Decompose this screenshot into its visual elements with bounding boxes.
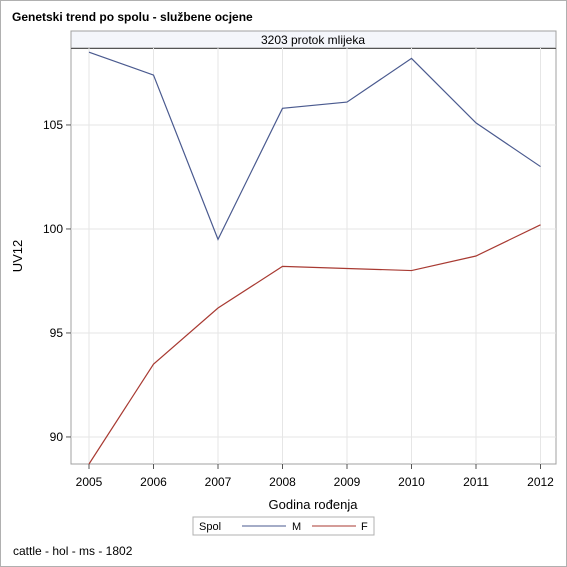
x-tick-label: 2010 — [398, 475, 425, 489]
legend-label-f: F — [361, 521, 368, 533]
y-tick-label: 90 — [50, 430, 64, 444]
x-tick-label: 2006 — [140, 475, 167, 489]
series-line-m — [88, 51, 541, 241]
y-axis-label: UV12 — [10, 240, 25, 273]
x-tick-label: 2011 — [463, 475, 489, 489]
y-tick-label: 105 — [43, 118, 63, 132]
chart-title: Genetski trend po spolu - službene ocjen… — [12, 10, 253, 24]
x-tick-label: 2007 — [205, 475, 232, 489]
x-tick-label: 2009 — [334, 475, 361, 489]
y-axis-ticks: 90 95 100 105 — [43, 118, 71, 444]
plot-area — [70, 47, 557, 465]
legend-title: Spol — [199, 521, 221, 533]
x-axis-ticks: 2005 2006 2007 2008 2009 2010 2011 2012 — [76, 464, 554, 489]
x-axis-label: Godina rođenja — [269, 497, 359, 512]
grid-lines — [71, 48, 556, 464]
x-tick-label: 2008 — [269, 475, 296, 489]
series-lines — [88, 51, 541, 465]
y-tick-label: 100 — [43, 222, 63, 236]
series-line-f — [88, 224, 541, 465]
legend-label-m: M — [292, 521, 301, 533]
legend: Spol M F — [192, 516, 375, 536]
x-tick-label: 2012 — [527, 475, 554, 489]
panel-label: 3203 protok mlijeka — [261, 33, 365, 47]
footnote: cattle - hol - ms - 1802 — [13, 544, 133, 558]
y-tick-label: 95 — [50, 326, 64, 340]
x-tick-label: 2005 — [76, 475, 103, 489]
